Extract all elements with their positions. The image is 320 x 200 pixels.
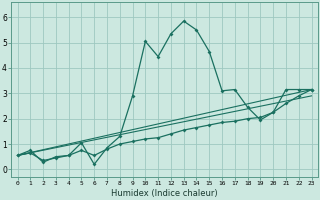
X-axis label: Humidex (Indice chaleur): Humidex (Indice chaleur) [111, 189, 218, 198]
